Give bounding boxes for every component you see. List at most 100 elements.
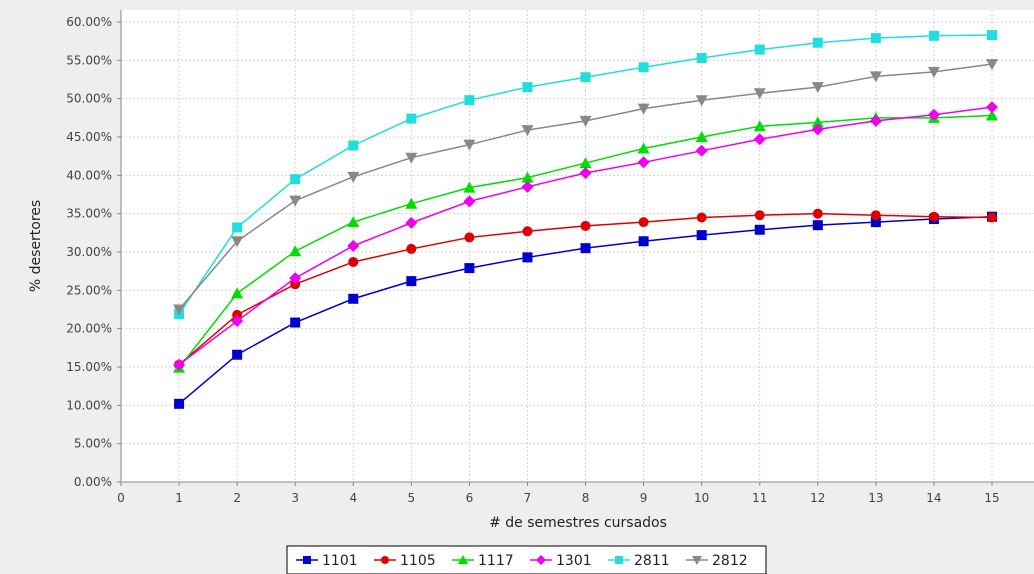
data-point-1105 <box>928 211 939 222</box>
data-point-1301 <box>231 315 244 327</box>
data-point-1301 <box>289 272 302 285</box>
data-point-1105 <box>987 212 997 223</box>
y-tick-label: 35.00% <box>66 207 112 221</box>
data-point-1101 <box>464 263 475 274</box>
legend-marker <box>303 556 311 564</box>
data-point-1117 <box>695 131 708 142</box>
x-tick-label: 8 <box>582 491 590 505</box>
data-point-1105 <box>754 210 765 221</box>
y-tick-label: 60.00% <box>66 15 112 29</box>
x-tick-label: 15 <box>984 491 999 505</box>
x-tick-label: 12 <box>810 491 825 505</box>
data-point-2811 <box>812 37 823 48</box>
data-point-2811 <box>580 72 591 83</box>
y-axis-ticks: 0.00% 5.00% 10.00% 15.00% 20.00% 25.00% 30.00%… <box>66 15 121 489</box>
legend-item-1117: 1117 <box>452 553 514 569</box>
plot-area <box>121 10 1034 482</box>
data-point-1101 <box>812 220 823 231</box>
data-point-2812 <box>869 71 882 83</box>
legend-items: 1101 1105 1117 1301 2811 2812 <box>296 553 748 569</box>
x-tick-label: 13 <box>868 491 883 505</box>
data-point-1301 <box>927 108 940 121</box>
legend-label: 1117 <box>478 553 514 569</box>
legend-marker <box>458 555 468 564</box>
legend-label: 2811 <box>634 553 670 569</box>
data-point-1105 <box>522 226 533 237</box>
data-point-1105 <box>638 217 649 228</box>
y-tick-label: 45.00% <box>66 130 112 144</box>
data-point-2811 <box>696 53 707 64</box>
y-tick-label: 20.00% <box>66 322 112 336</box>
data-point-1301 <box>753 133 766 146</box>
data-point-1101 <box>638 236 649 247</box>
data-point-1301 <box>579 167 592 180</box>
data-point-2812 <box>173 304 186 316</box>
data-point-2811 <box>290 174 301 185</box>
legend-marker <box>615 556 623 564</box>
x-tick-label: 0 <box>117 491 125 505</box>
legend-label: 2812 <box>712 553 748 569</box>
data-point-2812 <box>463 139 476 151</box>
x-tick-label: 4 <box>349 491 357 505</box>
x-tick-label: 14 <box>926 491 941 505</box>
y-tick-label: 15.00% <box>66 360 112 374</box>
data-point-1105 <box>870 210 881 221</box>
x-tick-label: 3 <box>291 491 299 505</box>
legend-marker <box>381 556 389 564</box>
data-point-1301 <box>986 101 998 114</box>
series-layer <box>173 30 998 409</box>
data-point-1117 <box>463 181 476 193</box>
x-tick-label: 11 <box>752 491 767 505</box>
data-point-1105 <box>232 309 243 320</box>
data-point-1301 <box>173 358 186 371</box>
data-point-1105 <box>348 256 359 267</box>
data-point-1101 <box>522 252 533 263</box>
data-point-1101 <box>696 230 707 241</box>
data-point-1105 <box>290 279 301 290</box>
data-point-1301 <box>869 114 882 127</box>
data-point-2812 <box>695 95 708 107</box>
legend-label: 1301 <box>556 553 592 569</box>
data-point-2811 <box>987 30 997 41</box>
data-point-1117 <box>986 109 998 121</box>
data-point-1101 <box>232 349 243 360</box>
x-tick-label: 7 <box>524 491 532 505</box>
x-tick-label: 1 <box>175 491 183 505</box>
data-point-2812 <box>579 115 592 127</box>
y-tick-label: 40.00% <box>66 168 112 182</box>
data-point-2812 <box>986 59 998 71</box>
y-tick-label: 5.00% <box>74 437 112 451</box>
data-point-2811 <box>928 30 939 41</box>
data-point-1101 <box>406 276 417 287</box>
data-point-1301 <box>463 195 476 208</box>
legend-item-1105: 1105 <box>374 553 436 569</box>
data-point-2811 <box>522 82 533 93</box>
legend-item-1301: 1301 <box>530 553 592 569</box>
data-point-1117 <box>521 171 534 183</box>
legend-item-1101: 1101 <box>296 553 358 569</box>
data-point-1117 <box>579 157 592 169</box>
data-point-2812 <box>637 103 650 115</box>
series-2811 <box>174 30 997 320</box>
data-point-2811 <box>754 44 765 55</box>
data-point-2811 <box>638 62 649 73</box>
data-point-1117 <box>753 120 766 132</box>
data-point-2812 <box>289 195 302 207</box>
data-point-1117 <box>637 142 650 154</box>
x-tick-label: 10 <box>694 491 709 505</box>
x-axis-title: # de semestres cursados <box>489 515 667 531</box>
data-point-1101 <box>174 398 185 409</box>
data-point-1117 <box>405 197 418 209</box>
data-point-1117 <box>231 287 244 299</box>
data-point-1105 <box>812 208 823 219</box>
data-point-1101 <box>870 217 881 228</box>
data-point-1301 <box>695 144 708 157</box>
y-tick-label: 25.00% <box>66 283 112 297</box>
data-point-1117 <box>347 216 360 228</box>
data-point-2812 <box>753 88 766 100</box>
data-point-2811 <box>464 95 475 106</box>
x-tick-label: 9 <box>640 491 648 505</box>
data-point-1105 <box>580 220 591 231</box>
x-tick-label: 2 <box>233 491 241 505</box>
